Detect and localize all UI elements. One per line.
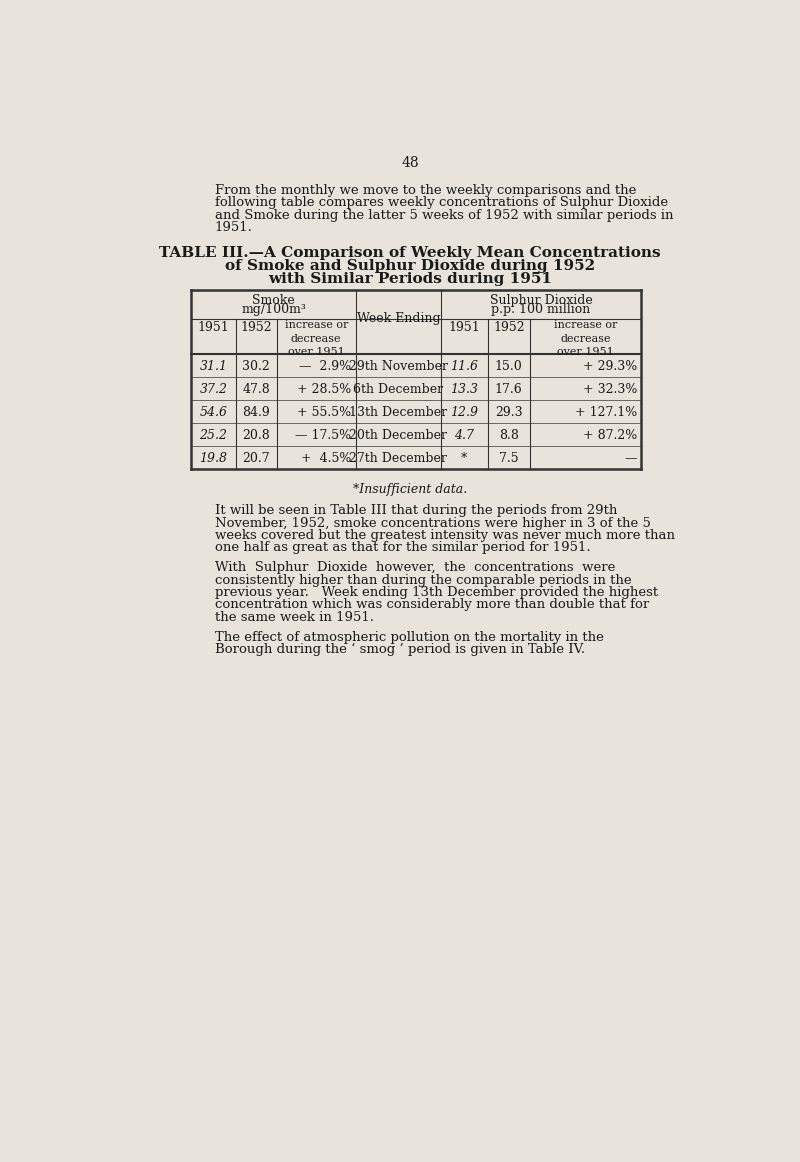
- Text: 37.2: 37.2: [199, 383, 227, 396]
- Text: increase or
decrease
over 1951: increase or decrease over 1951: [285, 321, 348, 357]
- Text: previous year.   Week ending 13th December provided the highest: previous year. Week ending 13th December…: [214, 586, 658, 600]
- Text: concentration which was considerably more than double that for: concentration which was considerably mor…: [214, 598, 649, 611]
- Text: Smoke: Smoke: [252, 294, 295, 307]
- Text: consistently higher than during the comparable periods in the: consistently higher than during the comp…: [214, 574, 631, 587]
- Text: 13.3: 13.3: [450, 383, 478, 396]
- Text: 25.2: 25.2: [199, 430, 227, 443]
- Text: +  4.5%: + 4.5%: [301, 452, 351, 466]
- Text: 1951: 1951: [448, 321, 480, 335]
- Text: —  2.9%: — 2.9%: [299, 360, 351, 373]
- Text: the same week in 1951.: the same week in 1951.: [214, 611, 374, 624]
- Text: + 32.3%: + 32.3%: [582, 383, 637, 396]
- Text: 30.2: 30.2: [242, 360, 270, 373]
- Text: 47.8: 47.8: [242, 383, 270, 396]
- Text: 29.3: 29.3: [495, 407, 522, 419]
- Text: 29th November: 29th November: [349, 360, 448, 373]
- Text: 1952: 1952: [493, 321, 525, 335]
- Text: increase or
decrease
over 1951: increase or decrease over 1951: [554, 321, 618, 357]
- Text: p.p. 100 million: p.p. 100 million: [491, 303, 590, 316]
- Text: following table compares weekly concentrations of Sulphur Dioxide: following table compares weekly concentr…: [214, 196, 668, 209]
- Text: + 55.5%: + 55.5%: [297, 407, 351, 419]
- Text: of Smoke and Sulphur Dioxide during 1952: of Smoke and Sulphur Dioxide during 1952: [225, 259, 595, 273]
- Text: 13th December: 13th December: [350, 407, 447, 419]
- Text: With  Sulphur  Dioxide  however,  the  concentrations  were: With Sulphur Dioxide however, the concen…: [214, 561, 615, 574]
- Text: 4.7: 4.7: [454, 430, 474, 443]
- Text: 17.6: 17.6: [495, 383, 522, 396]
- Text: Sulphur Dioxide: Sulphur Dioxide: [490, 294, 592, 307]
- Text: Week Ending: Week Ending: [357, 311, 440, 325]
- Text: 11.6: 11.6: [450, 360, 478, 373]
- Text: mg/100m³: mg/100m³: [241, 303, 306, 316]
- Text: 48: 48: [401, 157, 419, 171]
- Text: 1951.: 1951.: [214, 221, 253, 234]
- Text: + 28.5%: + 28.5%: [297, 383, 351, 396]
- Text: 54.6: 54.6: [199, 407, 227, 419]
- Text: + 29.3%: + 29.3%: [583, 360, 637, 373]
- Text: Borough during the ‘ smog ’ period is given in Table IV.: Borough during the ‘ smog ’ period is gi…: [214, 643, 585, 657]
- Text: 15.0: 15.0: [495, 360, 522, 373]
- Text: one half as great as that for the similar period for 1951.: one half as great as that for the simila…: [214, 541, 590, 554]
- Text: 7.5: 7.5: [499, 452, 518, 466]
- Text: — 17.5%: — 17.5%: [295, 430, 351, 443]
- Text: 19.8: 19.8: [199, 452, 227, 466]
- Text: *Insufficient data.: *Insufficient data.: [353, 483, 467, 496]
- Text: 1951: 1951: [198, 321, 230, 335]
- Text: 6th December: 6th December: [354, 383, 443, 396]
- Text: + 127.1%: + 127.1%: [575, 407, 637, 419]
- Text: 84.9: 84.9: [242, 407, 270, 419]
- Text: 20.7: 20.7: [242, 452, 270, 466]
- Text: 8.8: 8.8: [499, 430, 518, 443]
- Text: and Smoke during the latter 5 weeks of 1952 with similar periods in: and Smoke during the latter 5 weeks of 1…: [214, 209, 674, 222]
- Text: *: *: [461, 452, 467, 466]
- Text: The effect of atmospheric pollution on the mortality in the: The effect of atmospheric pollution on t…: [214, 631, 603, 644]
- Text: + 87.2%: + 87.2%: [583, 430, 637, 443]
- Text: —: —: [625, 452, 637, 466]
- Text: 20th December: 20th December: [350, 430, 447, 443]
- Text: It will be seen in Table III that during the periods from 29th: It will be seen in Table III that during…: [214, 504, 617, 517]
- Text: From the monthly we move to the weekly comparisons and the: From the monthly we move to the weekly c…: [214, 184, 636, 198]
- Text: 12.9: 12.9: [450, 407, 478, 419]
- Text: 27th December: 27th December: [350, 452, 447, 466]
- Text: 1952: 1952: [240, 321, 272, 335]
- Text: weeks covered but the greatest intensity was never much more than: weeks covered but the greatest intensity…: [214, 529, 674, 541]
- Text: November, 1952, smoke concentrations were higher in 3 of the 5: November, 1952, smoke concentrations wer…: [214, 517, 650, 530]
- Text: with Similar Periods during 1951: with Similar Periods during 1951: [268, 272, 552, 286]
- Text: 31.1: 31.1: [199, 360, 227, 373]
- Text: 20.8: 20.8: [242, 430, 270, 443]
- Text: TABLE III.—A Comparison of Weekly Mean Concentrations: TABLE III.—A Comparison of Weekly Mean C…: [159, 245, 661, 259]
